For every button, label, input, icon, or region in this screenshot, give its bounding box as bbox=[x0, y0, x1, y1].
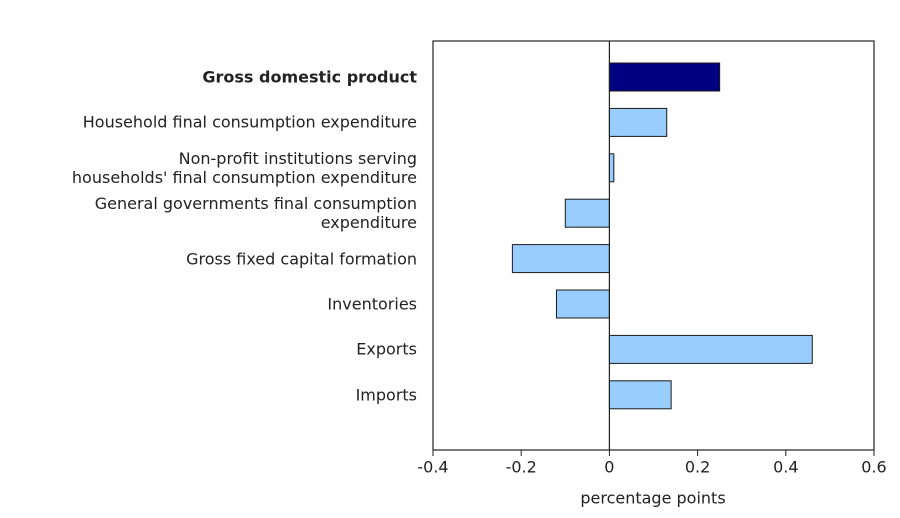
plot-frame bbox=[432, 40, 875, 451]
x-tick-label: 0 bbox=[604, 458, 614, 477]
x-tick-label: -0.4 bbox=[417, 458, 448, 477]
category-label: Inventories bbox=[327, 294, 417, 314]
category-label: Gross domestic product bbox=[202, 67, 417, 87]
category-label: Non-profit institutions serving househol… bbox=[71, 148, 417, 187]
bar bbox=[564, 198, 610, 228]
bar bbox=[608, 62, 721, 92]
x-tick-label: 0.6 bbox=[861, 458, 886, 477]
x-tick-label: 0.2 bbox=[685, 458, 710, 477]
bar bbox=[555, 289, 610, 319]
bar bbox=[608, 380, 672, 410]
x-tick-label: 0.4 bbox=[773, 458, 798, 477]
bar bbox=[511, 244, 610, 274]
category-label: Imports bbox=[355, 385, 417, 405]
bar bbox=[608, 107, 668, 137]
x-tick-label: -0.2 bbox=[506, 458, 537, 477]
category-label: Exports bbox=[356, 339, 417, 359]
bar bbox=[608, 153, 615, 183]
category-label: Household final consumption expenditure bbox=[82, 112, 417, 132]
bar bbox=[608, 334, 813, 364]
x-axis-label: percentage points bbox=[580, 489, 725, 508]
category-label: Gross fixed capital formation bbox=[186, 249, 417, 269]
category-label: General governments final consumption ex… bbox=[94, 194, 417, 233]
